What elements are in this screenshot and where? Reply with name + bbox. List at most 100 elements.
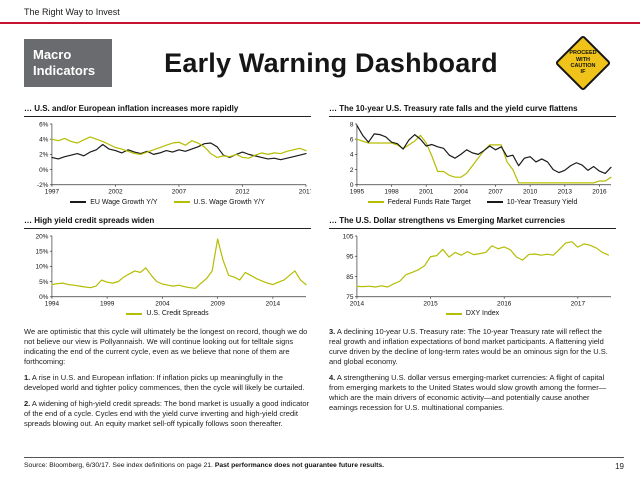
- commentary-paragraph: 2. A widening of high-yield credit sprea…: [24, 398, 310, 428]
- legend-item: DXY Index: [445, 310, 500, 318]
- legend-item: EU Wage Growth Y/Y: [70, 198, 158, 206]
- category-line-2: Indicators: [33, 63, 96, 78]
- chart-title-credit-spreads: … High yield credit spreads widen: [24, 216, 311, 229]
- legend-label: Federal Funds Rate Target: [387, 198, 471, 206]
- legend-label: EU Wage Growth Y/Y: [90, 198, 158, 206]
- svg-text:2004: 2004: [454, 189, 469, 196]
- svg-text:95: 95: [346, 253, 354, 260]
- svg-text:20%: 20%: [35, 233, 48, 240]
- svg-text:105: 105: [343, 233, 354, 240]
- svg-text:0%: 0%: [39, 294, 49, 301]
- legend-swatch: [70, 201, 87, 204]
- svg-text:-2%: -2%: [37, 182, 49, 189]
- commentary-paragraph: 4. A strengthening U.S. dollar versus em…: [329, 373, 607, 412]
- legend-swatch: [126, 312, 143, 315]
- legend-swatch: [367, 201, 384, 204]
- commentary-paragraph: 3. A declining 10-year U.S. Treasury rat…: [329, 327, 608, 367]
- commentary-paragraph: We are optimistic that this cycle will u…: [24, 327, 308, 367]
- svg-text:1995: 1995: [350, 189, 365, 196]
- caution-line-3: CAUTION: [570, 63, 596, 69]
- caution-line-4: IF: [580, 69, 586, 76]
- svg-text:2007: 2007: [172, 189, 187, 196]
- legend-item: 10-Year Treasury Yield: [486, 198, 578, 206]
- svg-text:5%: 5%: [39, 279, 49, 286]
- chart-title-inflation: … U.S. and/or European inflation increas…: [24, 104, 311, 117]
- chart-canvas-dollar: 75 85 95 105 2014 2015 2016 2017: [343, 233, 611, 307]
- svg-text:4%: 4%: [39, 136, 49, 143]
- svg-text:2009: 2009: [210, 300, 225, 307]
- svg-text:2014: 2014: [266, 300, 281, 307]
- svg-text:1998: 1998: [384, 189, 399, 196]
- svg-text:2002: 2002: [108, 189, 123, 196]
- svg-text:1997: 1997: [45, 189, 60, 196]
- svg-text:2010: 2010: [523, 189, 538, 196]
- svg-text:6: 6: [350, 136, 354, 143]
- svg-text:2012: 2012: [235, 189, 250, 196]
- brand-tagline: The Right Way to Invest: [24, 7, 120, 17]
- legend-swatch: [173, 201, 190, 204]
- chart-legend-treasury: Federal Funds Rate Target 10-Year Treasur…: [329, 199, 616, 206]
- svg-text:2015: 2015: [423, 300, 438, 307]
- chart-legend-dollar: DXY Index: [329, 310, 616, 317]
- legend-item: U.S. Credit Spreads: [126, 310, 209, 318]
- svg-text:6%: 6%: [39, 121, 49, 128]
- footer: Source: Bloomberg, 6/30/17. See index de…: [24, 457, 624, 471]
- commentary-paragraph: 1. A rise in U.S. and European inflation…: [24, 373, 305, 392]
- svg-text:2017: 2017: [571, 300, 586, 307]
- svg-text:2001: 2001: [419, 189, 434, 196]
- svg-text:85: 85: [346, 274, 354, 281]
- chart-legend-credit-spreads: U.S. Credit Spreads: [24, 310, 311, 317]
- legend-label: 10-Year Treasury Yield: [506, 198, 578, 206]
- chart-canvas-credit-spreads: 0% 5% 10% 15% 20% 1994 1999 2004 2009 2014: [35, 233, 307, 307]
- svg-text:0%: 0%: [39, 167, 49, 174]
- legend-item: Federal Funds Rate Target: [367, 198, 471, 206]
- svg-text:1999: 1999: [100, 300, 115, 307]
- chart-title-treasury: … The 10-year U.S. Treasury rate falls a…: [329, 104, 616, 117]
- svg-text:0: 0: [350, 182, 354, 189]
- category-box: Macro Indicators: [24, 38, 112, 88]
- svg-text:2013: 2013: [558, 189, 573, 196]
- svg-text:2%: 2%: [39, 152, 49, 159]
- svg-text:2007: 2007: [488, 189, 503, 196]
- svg-text:1994: 1994: [45, 300, 60, 307]
- caution-sign-text: PROCEED WITH CAUTION IF: [550, 34, 616, 92]
- commentary-left-column: We are optimistic that this cycle will u…: [24, 327, 311, 434]
- chart-treasury: … The 10-year U.S. Treasury rate falls a…: [329, 104, 616, 206]
- legend-label: DXY Index: [465, 310, 500, 318]
- legend-label: U.S. Wage Growth Y/Y: [193, 198, 265, 206]
- svg-text:8: 8: [350, 121, 354, 128]
- chart-title-dollar: … The U.S. Dollar strengthens vs Emergin…: [329, 216, 616, 229]
- svg-text:15%: 15%: [35, 248, 48, 255]
- commentary-right-column: 3. A declining 10-year U.S. Treasury rat…: [329, 327, 616, 434]
- caution-line-2: WITH: [575, 56, 591, 63]
- caution-sign-icon: PROCEED WITH CAUTION IF: [550, 34, 616, 92]
- charts-grid: … U.S. and/or European inflation increas…: [0, 104, 640, 317]
- svg-text:10%: 10%: [35, 263, 48, 270]
- chart-canvas-inflation: -2% 0% 2% 4% 6% 1997 2002 2007 2012 2017: [37, 121, 311, 196]
- legend-swatch: [445, 312, 462, 315]
- legend-item: U.S. Wage Growth Y/Y: [173, 198, 265, 206]
- chart-credit-spreads: … High yield credit spreads widen 0% 5% 10…: [24, 216, 311, 317]
- legend-label: U.S. Credit Spreads: [146, 310, 209, 318]
- source-text: Source: Bloomberg, 6/30/17. See index de…: [24, 462, 215, 469]
- svg-text:2004: 2004: [155, 300, 170, 307]
- svg-text:2016: 2016: [592, 189, 607, 196]
- chart-dollar: … The U.S. Dollar strengthens vs Emergin…: [329, 216, 616, 317]
- chart-inflation: … U.S. and/or European inflation increas…: [24, 104, 311, 206]
- legend-swatch: [486, 201, 503, 204]
- svg-text:2017: 2017: [299, 189, 311, 196]
- svg-text:2: 2: [350, 167, 354, 174]
- page-title: Early Warning Dashboard: [164, 47, 498, 78]
- page-number: 19: [615, 462, 624, 471]
- chart-legend-inflation: EU Wage Growth Y/Y U.S. Wage Growth Y/Y: [24, 199, 311, 206]
- disclaimer-text: Past performance does not guarantee futu…: [214, 462, 385, 469]
- caution-line-1: PROCEED: [569, 50, 597, 57]
- commentary: We are optimistic that this cycle will u…: [0, 327, 640, 434]
- header: Macro Indicators Early Warning Dashboard…: [0, 34, 640, 92]
- svg-text:4: 4: [350, 152, 354, 159]
- svg-text:2016: 2016: [497, 300, 512, 307]
- category-line-1: Macro: [33, 46, 72, 62]
- svg-text:75: 75: [346, 294, 354, 301]
- svg-text:2014: 2014: [350, 300, 365, 307]
